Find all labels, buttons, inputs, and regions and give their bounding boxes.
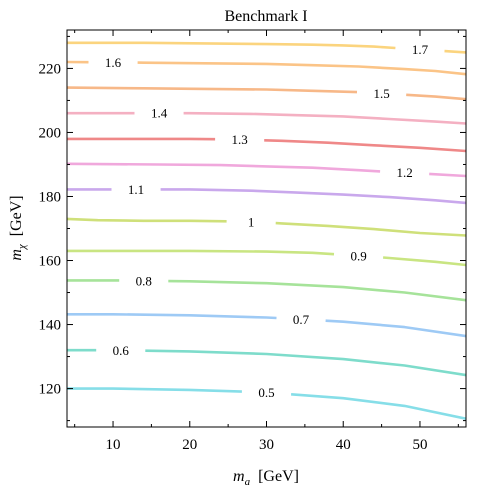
y-tick-label: 200 (39, 125, 62, 141)
contour-label: 0.6 (113, 343, 130, 358)
x-tick-label: 20 (182, 437, 197, 453)
contour-label: 0.5 (258, 385, 274, 400)
contour-line (183, 111, 466, 125)
y-tick-label: 120 (39, 382, 62, 398)
contour-line (67, 217, 227, 223)
y-tick-label: 140 (39, 318, 62, 334)
contour-line (67, 313, 277, 320)
chart-title: Benchmark I (224, 8, 307, 25)
x-tick-label: 40 (336, 437, 351, 453)
contour-line (382, 256, 466, 267)
y-tick-label: 220 (39, 61, 62, 77)
contour-line (67, 387, 242, 393)
y-tick-label: 180 (39, 189, 62, 205)
contour-label: 1.6 (105, 55, 122, 70)
y-axis-title: mχ[GeV] (8, 195, 28, 260)
contour-label: 1 (248, 215, 255, 230)
contour-line (275, 221, 466, 237)
contour-label: 1.4 (151, 106, 168, 121)
contour-label: 0.9 (350, 248, 366, 263)
contour-line (264, 139, 466, 153)
x-axis-title: ma [GeV] (233, 468, 299, 488)
contour-label: 1.1 (128, 182, 144, 197)
contour-label: 1.7 (412, 42, 429, 57)
contour-line (325, 319, 466, 338)
contour-line (444, 49, 466, 54)
contour-line (406, 93, 466, 101)
contour-label: 1.3 (232, 132, 248, 147)
contour-line (168, 279, 466, 302)
contour-labels: 0.5 0.6 0.7 0.8 0.9 1 1.1 1.2 1.3 1.4 1.5 1.6 1.7 (105, 42, 429, 400)
contour-line (429, 172, 466, 178)
contour-line (67, 86, 358, 94)
contour-label: 1.5 (373, 86, 389, 101)
x-tick-label: 50 (412, 437, 427, 453)
x-tick-label: 30 (259, 437, 274, 453)
contour-label: 0.7 (293, 312, 310, 327)
contour-line (67, 41, 396, 50)
contour-line (67, 249, 335, 256)
x-tick-label: 10 (106, 437, 121, 453)
contour-line (291, 393, 466, 420)
contour-line (67, 162, 381, 173)
y-tick-label: 160 (39, 254, 62, 270)
contour-line (145, 349, 466, 377)
contour-line (160, 188, 466, 205)
contour-line (137, 61, 466, 76)
axis-ticks: 10 20 30 40 50 120 140 160 180 200 220 (39, 30, 466, 453)
contour-lines (67, 41, 466, 420)
contour-label: 0.8 (136, 273, 152, 288)
contour-label: 1.2 (396, 165, 412, 180)
